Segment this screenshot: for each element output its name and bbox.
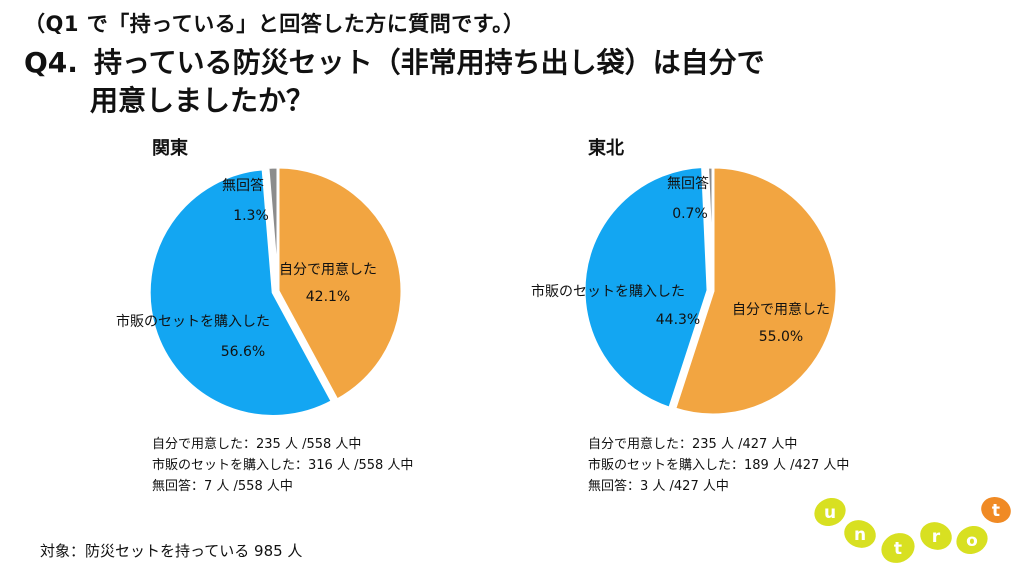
- slice-label: 市販のセットを購入した: [531, 283, 685, 300]
- chart-title-tohoku: 東北: [588, 138, 624, 159]
- logo-letter: r: [932, 527, 941, 547]
- question-line2: 用意しましたか？: [90, 84, 315, 117]
- logo-letter: t: [894, 539, 902, 559]
- slice-value-label: 42.1%: [306, 289, 350, 305]
- page-title: Q4. 持っている防災セット（非常用持ち出し袋）は自分で 用意しましたか？: [24, 44, 924, 120]
- slice-value-label: 56.6%: [221, 344, 265, 360]
- slice-value-label: 0.7%: [672, 206, 708, 222]
- question-number: Q4.: [24, 46, 78, 79]
- logo-letter: u: [824, 503, 836, 523]
- counts-tohoku: 自分で用意した：235 人 /427 人中 市販のセットを購入した：189 人 …: [588, 434, 849, 497]
- subtitle: （Q1 で「持っている」と回答した方に質問です。）: [24, 12, 525, 36]
- survey-target: 対象：防災セットを持っている 985 人: [40, 542, 303, 560]
- slice-value-label: 55.0%: [759, 329, 803, 345]
- count-line: 無回答：3 人 /427 人中: [588, 479, 729, 494]
- count-line: 無回答：7 人 /558 人中: [152, 479, 293, 494]
- counts-kanto: 自分で用意した：235 人 /558 人中 市販のセットを購入した：316 人 …: [152, 434, 413, 497]
- pie-chart-kanto: 自分で用意した 42.1% 市販のセットを購入した 56.6% 無回答 1.3%: [116, 165, 404, 418]
- count-line: 自分で用意した：235 人 /427 人中: [588, 437, 798, 452]
- pie-slice: [147, 167, 335, 418]
- logo-blob: [844, 520, 876, 548]
- logo-letter: o: [966, 531, 978, 551]
- logo-blob: [814, 497, 846, 527]
- slice-label: 自分で用意した: [279, 261, 377, 278]
- question-line1: 持っている防災セット（非常用持ち出し袋）は自分で: [94, 46, 765, 79]
- logo-blob: [981, 497, 1011, 523]
- slice-label: 無回答: [222, 177, 264, 194]
- logo-blob: [920, 522, 952, 550]
- pie-chart-tohoku: 自分で用意した 55.0% 市販のセットを購入した 44.3% 無回答 0.7%: [531, 164, 839, 417]
- pie-slice: [582, 164, 710, 411]
- pie-slice: [266, 165, 280, 292]
- slice-label: 市販のセットを購入した: [116, 313, 270, 330]
- slice-label: 自分で用意した: [732, 301, 830, 318]
- logo-blob: [956, 525, 988, 555]
- count-line: 自分で用意した：235 人 /558 人中: [152, 437, 362, 452]
- logo-blob: [881, 533, 915, 563]
- slice-value-label: 1.3%: [233, 208, 269, 224]
- count-line: 市販のセットを購入した：189 人 /427 人中: [588, 458, 850, 473]
- pie-slice: [705, 165, 715, 292]
- pie-slice: [276, 165, 404, 403]
- chart-title-kanto: 関東: [152, 138, 188, 159]
- slice-value-label: 44.3%: [656, 312, 700, 328]
- count-line: 市販のセットを購入した：316 人 /558 人中: [152, 458, 414, 473]
- slice-label: 無回答: [667, 175, 709, 192]
- pie-slice: [672, 165, 839, 417]
- logo-letter: n: [854, 525, 866, 545]
- logo-letter: t: [992, 501, 1000, 521]
